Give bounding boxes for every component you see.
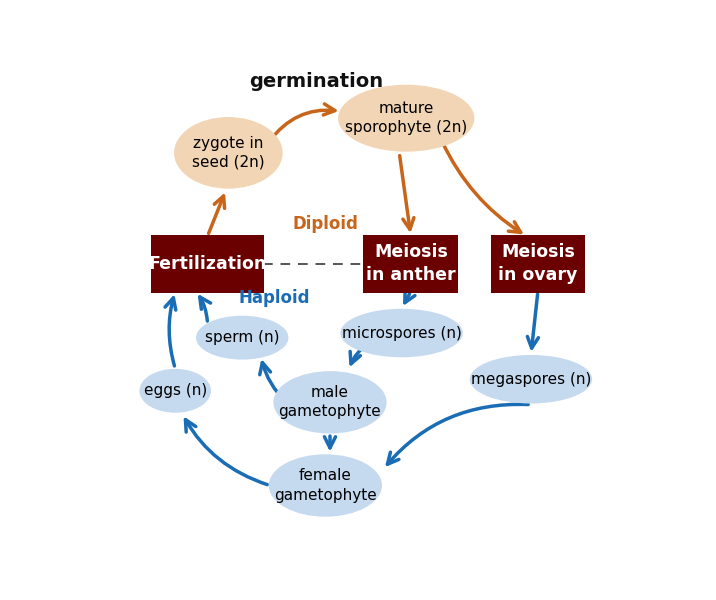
- Ellipse shape: [140, 369, 211, 413]
- Text: microspores (n): microspores (n): [342, 326, 462, 341]
- Ellipse shape: [340, 309, 463, 357]
- FancyBboxPatch shape: [151, 235, 264, 293]
- Ellipse shape: [268, 454, 382, 517]
- Ellipse shape: [174, 117, 283, 188]
- Text: germination: germination: [249, 72, 383, 91]
- FancyBboxPatch shape: [490, 235, 585, 293]
- Text: zygote in
seed (2n): zygote in seed (2n): [192, 136, 265, 170]
- Text: eggs (n): eggs (n): [144, 383, 207, 398]
- Ellipse shape: [338, 85, 475, 152]
- Text: Haploid: Haploid: [239, 289, 310, 307]
- Text: megaspores (n): megaspores (n): [471, 372, 591, 387]
- Ellipse shape: [274, 371, 387, 434]
- Text: Meiosis
in ovary: Meiosis in ovary: [498, 243, 578, 284]
- Text: Diploid: Diploid: [292, 215, 358, 233]
- Ellipse shape: [470, 355, 592, 403]
- Text: male
gametophyte: male gametophyte: [279, 385, 382, 419]
- Text: female
gametophyte: female gametophyte: [274, 469, 377, 503]
- Ellipse shape: [196, 316, 289, 359]
- FancyBboxPatch shape: [364, 235, 458, 293]
- Text: mature
sporophyte (2n): mature sporophyte (2n): [345, 101, 468, 135]
- Text: Fertilization: Fertilization: [148, 255, 266, 273]
- Text: Meiosis
in anther: Meiosis in anther: [366, 243, 455, 284]
- Text: sperm (n): sperm (n): [205, 330, 279, 345]
